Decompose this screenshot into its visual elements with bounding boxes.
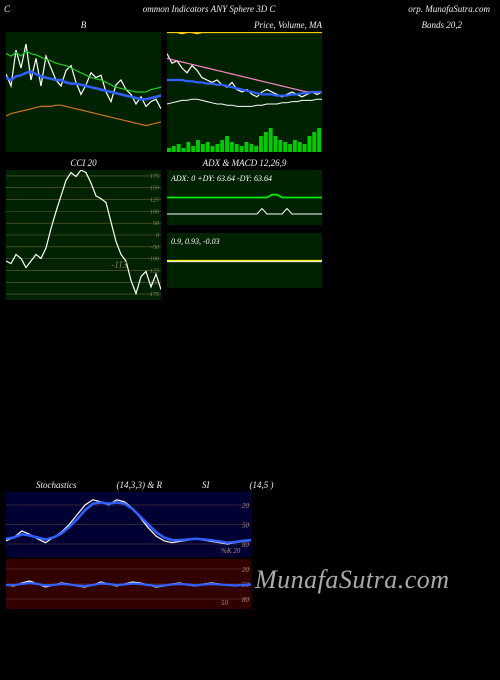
svg-text:0: 0 [156,233,159,239]
svg-text:ADX: 0 +DY: 63.64 -DY: 63.: ADX: 0 +DY: 63.64 -DY: 63.64 [170,174,272,183]
svg-text:100: 100 [150,209,159,215]
adx-macd-panel: ADX & MACD 12,26,9 ADX: 0 +DY: 63.64 -DY… [167,156,322,300]
stoch-chart: 80 50 20 %K 20 [6,492,251,557]
stoch-title-mid: (14,3,3) & R [117,480,163,490]
header-center: ommon Indicators ANY Sphere 3D C [143,4,276,14]
adx-chart: ADX: 0 +DY: 63.64 -DY: 63.64 [167,170,322,225]
svg-text:%K 20: %K 20 [221,547,241,555]
stoch-title-row: Stochastics (14,3,3) & R SI (14,5 ) [6,480,494,490]
svg-text:0.9, 0.93, -0.03: 0.9, 0.93, -0.03 [171,237,220,246]
svg-text:50: 50 [221,599,229,607]
svg-text:20: 20 [242,566,250,574]
stoch-title-left: Stochastics [36,480,77,490]
svg-text:-175: -175 [148,292,159,298]
bands-title: Bands 20,2 [422,20,463,30]
header-left: C [4,4,10,14]
svg-text:-100: -100 [148,257,159,263]
cci-title: CCI 20 [6,156,161,170]
svg-text:20: 20 [242,502,250,510]
price-panel: Price, Volume, MA Bands 20,2 [167,18,322,152]
stoch-title-mid2: SI [202,480,210,490]
bollinger-chart [6,32,161,152]
svg-text:50: 50 [242,522,250,530]
page-header: C ommon Indicators ANY Sphere 3D C orp. … [0,0,500,18]
svg-text:175: 175 [150,174,159,180]
stoch-title-right: (14,5 ) [250,480,274,490]
cci-panel: CCI 20 175150125100500-50-100-125-150-17… [6,156,161,300]
cci-chart: 175150125100500-50-100-125-150-175-113 [6,170,161,300]
adx-title: ADX & MACD 12,26,9 [167,156,322,170]
svg-text:125: 125 [150,198,159,204]
svg-text:-50: -50 [151,245,159,251]
svg-text:80: 80 [242,541,250,549]
svg-text:80: 80 [242,596,250,604]
price-chart [167,32,322,152]
price-title: Price, Volume, MA [254,20,322,30]
macd-chart: 0.9, 0.93, -0.03 [167,233,322,288]
svg-text:50: 50 [153,221,159,227]
svg-text:-113: -113 [111,260,127,270]
stoch-chart-2: 805020 50 [6,559,251,609]
svg-text:-125: -125 [148,268,159,274]
bollinger-panel: B [6,18,161,152]
bollinger-title: B [6,18,161,32]
svg-text:150: 150 [150,186,159,192]
header-right: orp. MunafaSutra.com [408,4,490,14]
